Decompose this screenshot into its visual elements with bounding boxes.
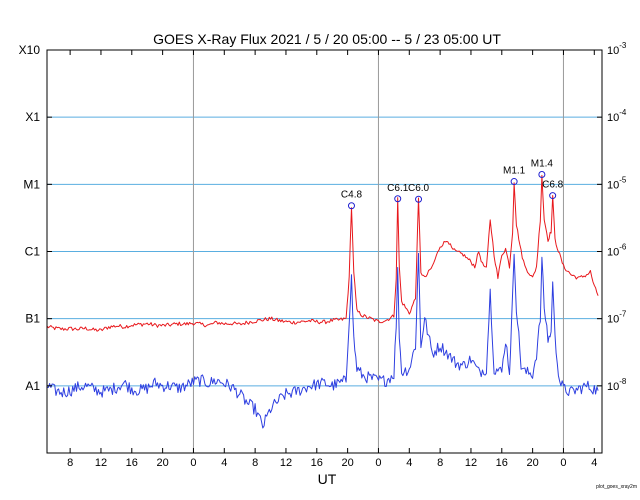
x-tick-label: 0 [190, 457, 196, 469]
y-power-label: 10-6 [607, 243, 627, 259]
x-tick-label: 4 [591, 457, 597, 469]
y-power-label: 10-7 [607, 310, 627, 326]
x-tick-label: 20 [342, 457, 354, 469]
x-tick-label: 4 [406, 457, 412, 469]
flare-marker [394, 195, 402, 203]
y-power-exponent: -8 [619, 377, 627, 386]
x-axis-label: UT [318, 471, 337, 487]
x-tick-label: 12 [95, 457, 107, 469]
x-tick-label: 8 [252, 457, 258, 469]
x-tick-label: 8 [67, 457, 73, 469]
series-line-long [46, 174, 599, 332]
flare-label: C6.1 [387, 183, 409, 194]
y-power-exponent: -7 [619, 310, 627, 319]
flare-markers: C4.8 C6.1 C6.0 M1.1 M1.4 C6.8 [341, 159, 564, 210]
axes: 8 12 16 20 0 4 8 12 16 20 0 4 8 12 16 20 0 4 X10 X1 M1 C1 B1 A1… [19, 41, 627, 469]
flare-label: C6.0 [408, 183, 430, 194]
flare-label: C6.8 [542, 180, 564, 191]
plot-credit: plot_goes_xray2m [596, 484, 637, 490]
y-power-exponent: -6 [619, 243, 627, 252]
flare-marker [347, 202, 355, 210]
flare-label: M1.1 [503, 166, 526, 177]
y-class-label: C1 [25, 245, 41, 259]
x-tick-label: 16 [311, 457, 323, 469]
flare-marker [510, 178, 518, 186]
y-power-label: 10-3 [607, 41, 627, 57]
y-power-label: 10-4 [607, 108, 627, 124]
x-tick-label: 12 [280, 457, 292, 469]
y-class-label: A1 [25, 379, 40, 393]
y-power-exponent: -3 [619, 41, 627, 50]
y-power-exponent: -4 [619, 108, 627, 117]
flare-marker [538, 171, 546, 179]
x-tick-label: 20 [527, 457, 539, 469]
y-power-exponent: -5 [619, 175, 627, 184]
y-class-label: B1 [25, 312, 40, 326]
x-tick-label: 4 [221, 457, 227, 469]
x-tick-label: 12 [465, 457, 477, 469]
grid [47, 50, 602, 453]
flare-label: C4.8 [341, 190, 363, 201]
x-tick-label: 8 [437, 457, 443, 469]
series-layer [46, 174, 599, 429]
y-class-label: M1 [23, 177, 40, 191]
flare-marker [549, 192, 557, 200]
y-class-label: X10 [19, 43, 41, 57]
flare-marker [415, 195, 423, 203]
y-class-label: X1 [25, 110, 40, 124]
flare-label: M1.4 [531, 159, 554, 170]
x-tick-label: 0 [375, 457, 381, 469]
series-line-short [46, 252, 599, 429]
chart-title: GOES X-Ray Flux 2021 / 5 / 20 05:00 -- 5… [153, 31, 501, 47]
x-tick-label: 0 [560, 457, 566, 469]
y-power-label: 10-5 [607, 175, 627, 191]
x-tick-label: 16 [496, 457, 508, 469]
x-tick-label: 20 [157, 457, 169, 469]
y-power-label: 10-8 [607, 377, 627, 393]
x-tick-label: 16 [126, 457, 138, 469]
